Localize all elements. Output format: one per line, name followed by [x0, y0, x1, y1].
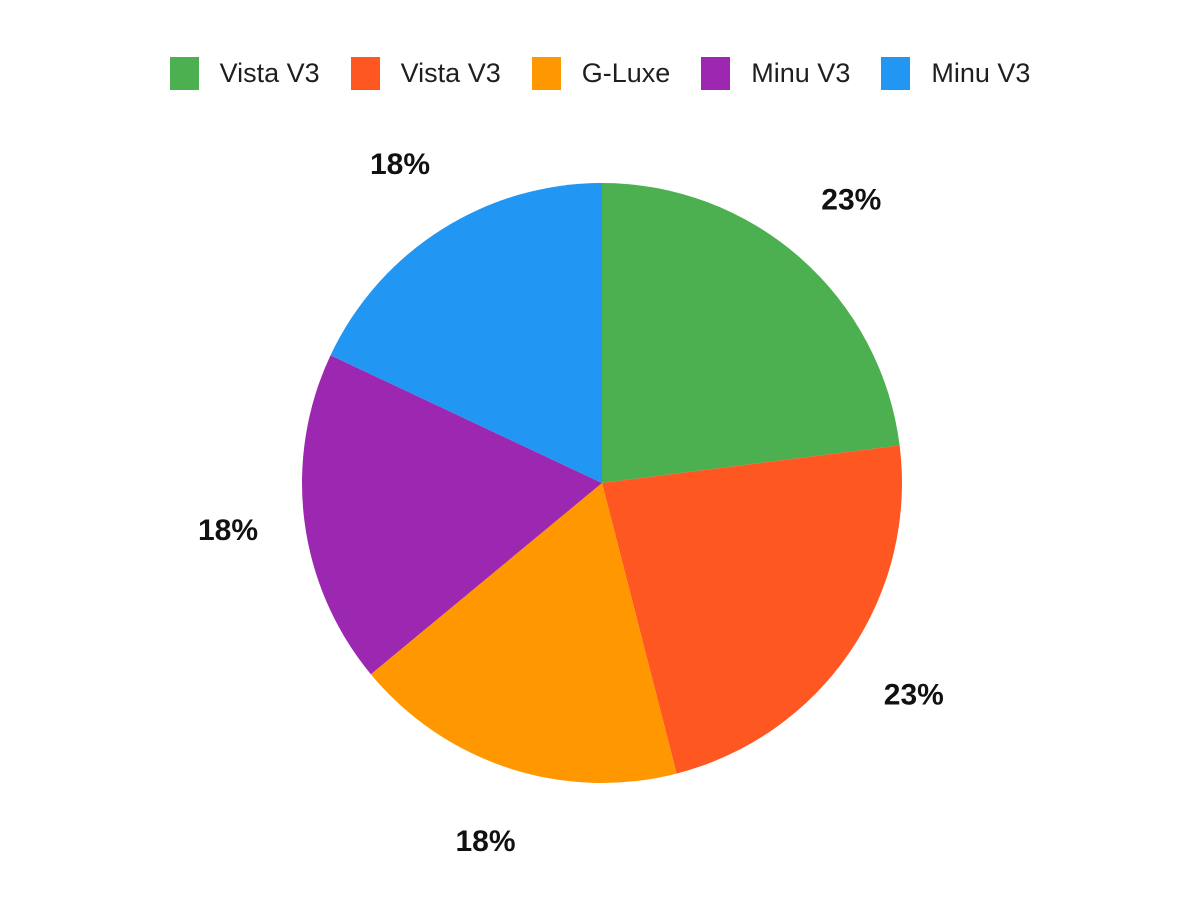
slice-percent-label-3: 18%	[198, 514, 258, 547]
legend-label: Vista V3	[400, 58, 501, 88]
pie-slice-1-vista-v3	[602, 445, 902, 774]
legend-swatch-icon	[701, 57, 731, 90]
legend-label: Minu V3	[751, 58, 851, 88]
slice-percent-label-2: 18%	[455, 825, 515, 858]
legend-item-3: Minu V3	[701, 57, 850, 90]
slice-percent-label-4: 18%	[370, 148, 430, 181]
legend-label: G-Luxe	[581, 58, 671, 88]
legend-label: Minu V3	[931, 58, 1031, 88]
legend-item-1: Vista V3	[350, 57, 501, 90]
pie-slice-0-vista-v3	[602, 183, 900, 483]
legend-swatch-icon	[169, 57, 199, 90]
legend-label: Vista V3	[219, 58, 320, 88]
legend-swatch-icon	[531, 57, 561, 90]
legend-swatch-icon	[350, 57, 380, 90]
chart-legend: Vista V3 Vista V3 G-Luxe Minu V3 Minu V3	[0, 57, 1200, 90]
legend-swatch-icon	[881, 57, 911, 90]
pie-slice-4-minu-v3	[330, 183, 602, 483]
legend-item-0: Vista V3	[169, 57, 320, 90]
slice-percent-label-0: 23%	[821, 184, 881, 217]
legend-item-4: Minu V3	[881, 57, 1030, 90]
legend-item-2: G-Luxe	[531, 57, 671, 90]
slice-percent-label-1: 23%	[884, 678, 944, 711]
pie-slice-3-minu-v3	[302, 355, 602, 675]
pie-slice-2-g-luxe	[370, 483, 677, 783]
